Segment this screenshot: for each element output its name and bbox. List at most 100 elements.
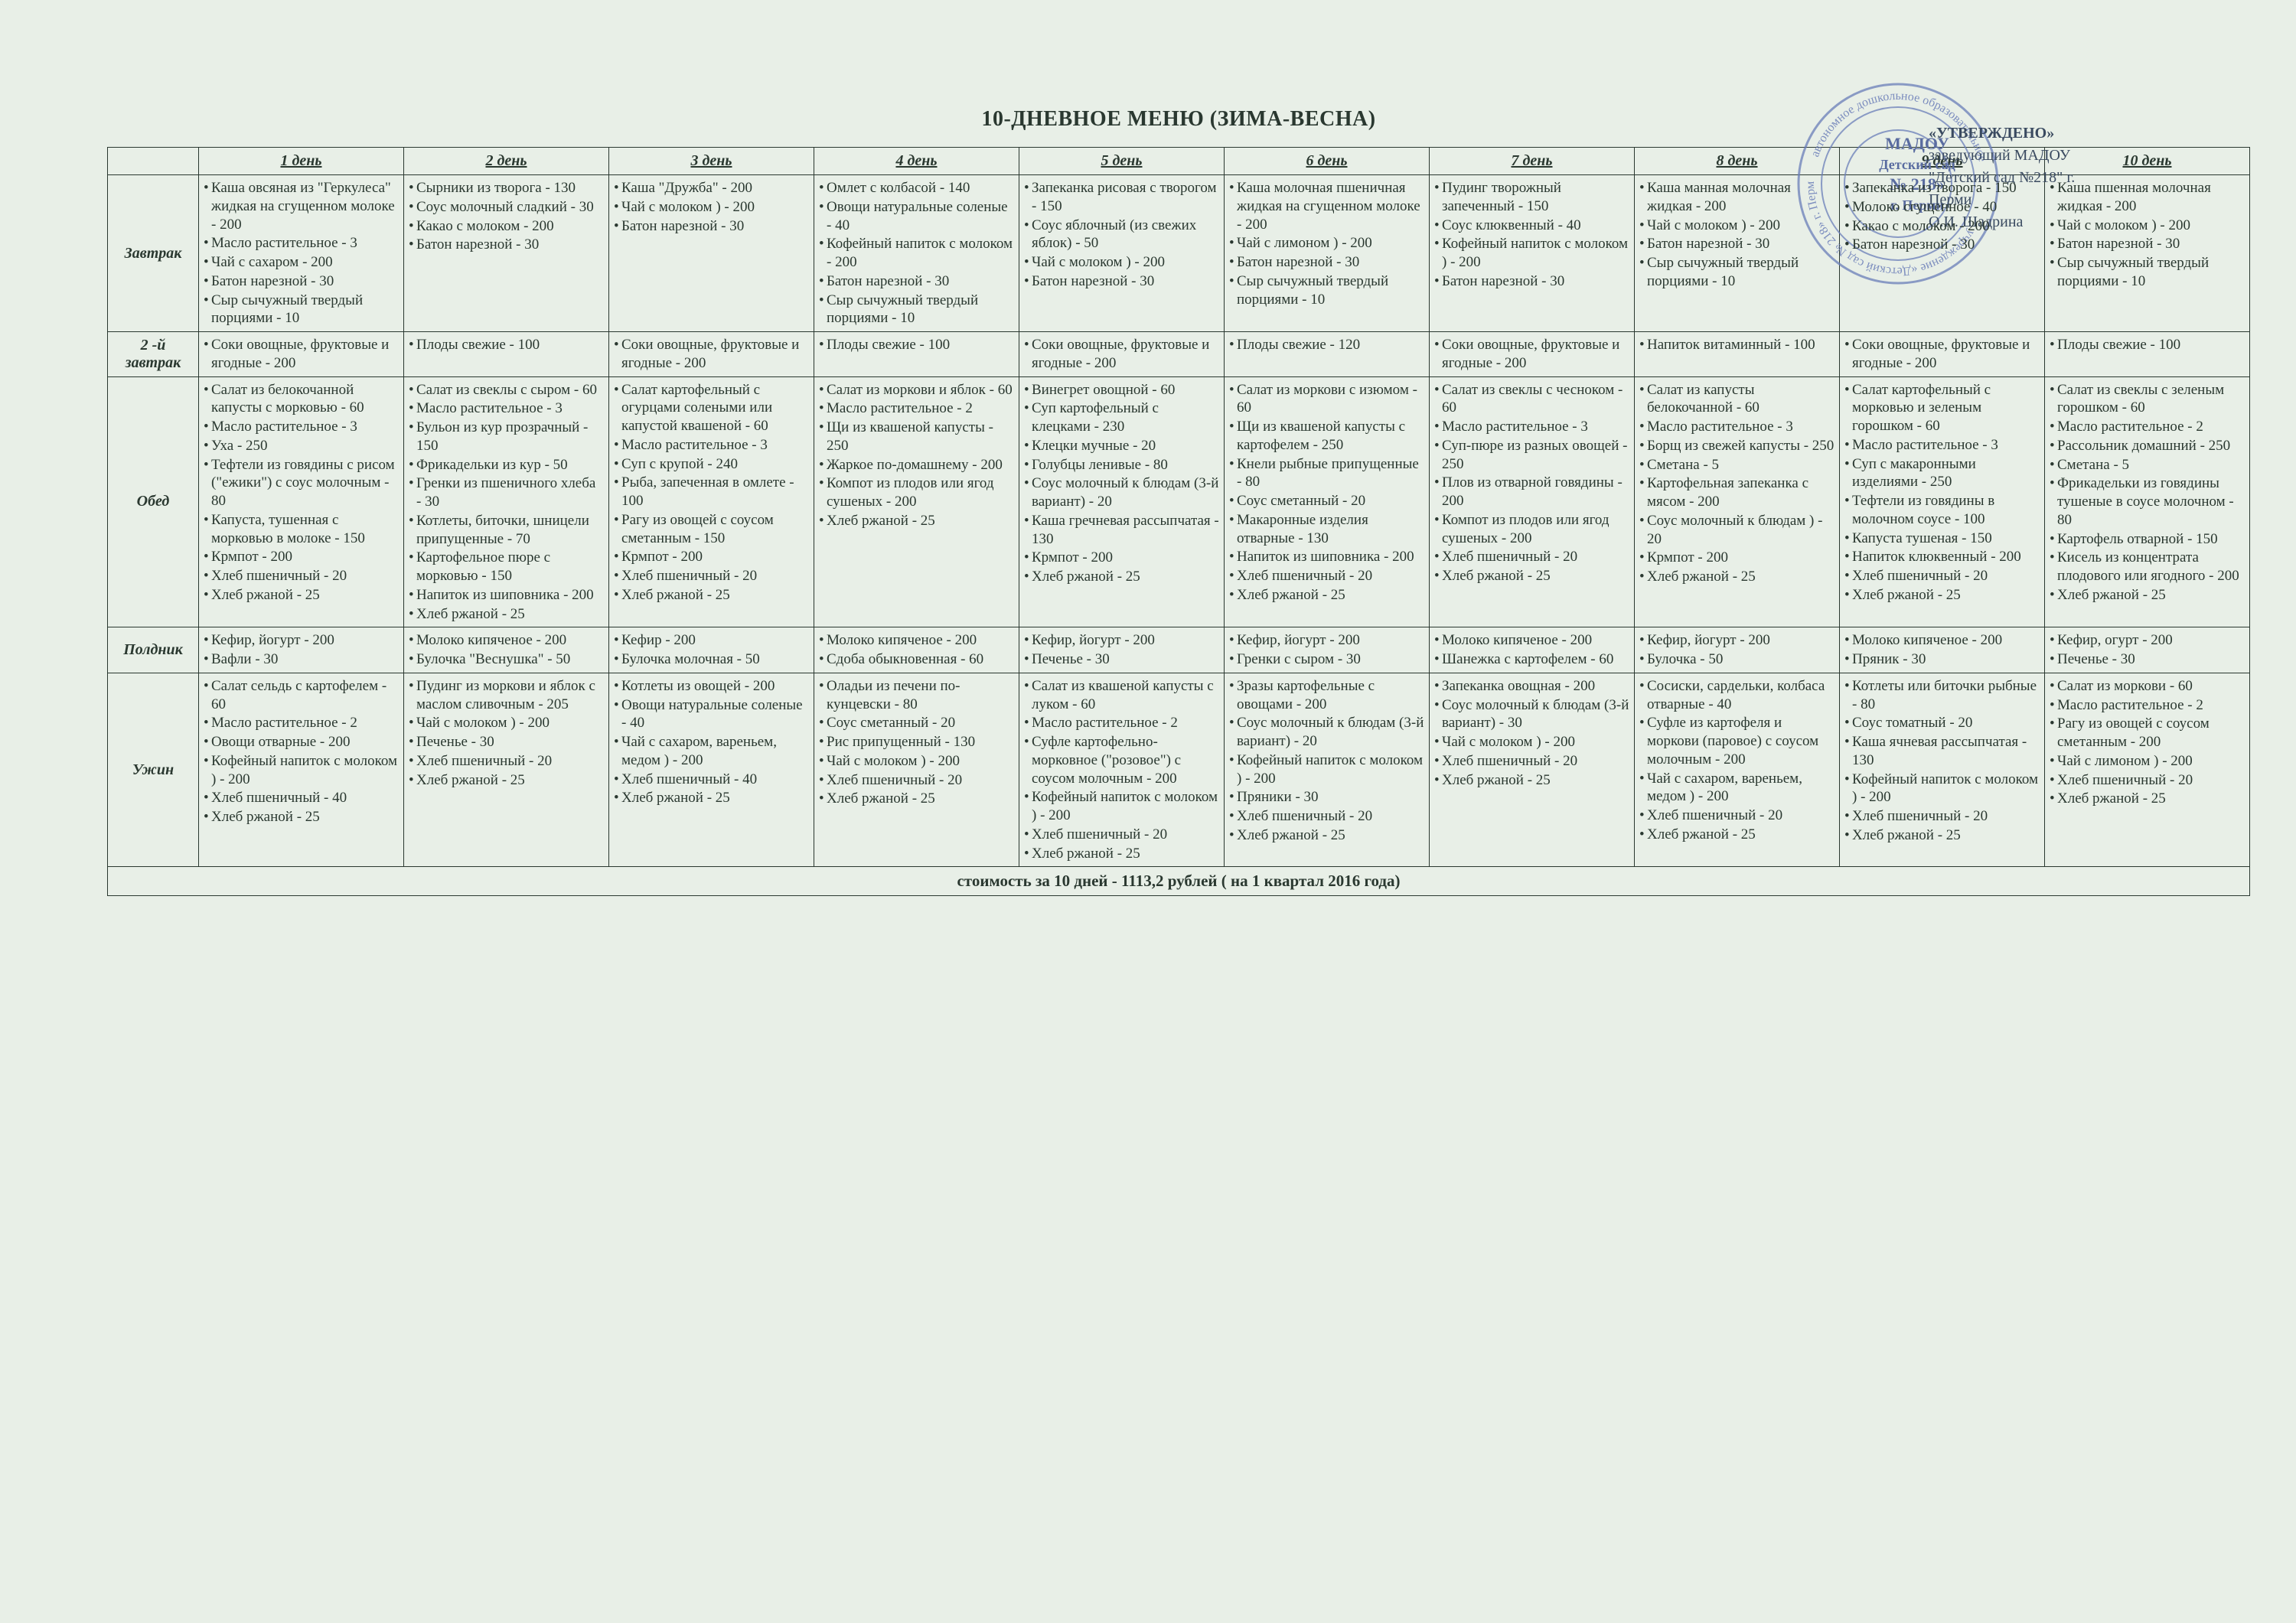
- list-item: Хлеб ржаной - 25: [1639, 568, 1835, 586]
- list-item: Сыр сычужный твердый порциями - 10: [1639, 254, 1835, 291]
- items-list: Плоды свежие - 120: [1229, 336, 1424, 354]
- list-item: Батон нарезной - 30: [1639, 235, 1835, 253]
- items-list: Салат из квашеной капусты с луком - 60Ма…: [1024, 677, 1219, 863]
- menu-cell: Соки овощные, фруктовые и ягодные - 200: [609, 332, 814, 377]
- menu-cell: Плоды свежие - 100: [2045, 332, 2250, 377]
- day-header: 6 день: [1225, 148, 1430, 175]
- list-item: Овощи натуральные соленые - 40: [614, 696, 809, 733]
- list-item: Хлеб пшеничный - 20: [1434, 752, 1629, 771]
- list-item: Соки овощные, фруктовые и ягодные - 200: [204, 336, 399, 373]
- list-item: Крмпот - 200: [204, 548, 399, 566]
- menu-cell: Молоко кипяченое - 200Булочка "Веснушка"…: [404, 627, 609, 673]
- list-item: Кефир, йогурт - 200: [1639, 631, 1835, 650]
- list-item: Соки овощные, фруктовые и ягодные - 200: [614, 336, 809, 373]
- menu-cell: Салат из свеклы с зеленым горошком - 60М…: [2045, 376, 2250, 627]
- items-list: Кефир, огурт - 200Печенье - 30: [2050, 631, 2245, 669]
- menu-cell: Запеканка овощная - 200Соус молочный к б…: [1430, 673, 1635, 867]
- menu-cell: Плоды свежие - 100: [814, 332, 1019, 377]
- list-item: Сыр сычужный твердый порциями - 10: [204, 292, 399, 328]
- list-item: Клецки мучные - 20: [1024, 437, 1219, 455]
- list-item: Кнели рыбные припущенные - 80: [1229, 455, 1424, 492]
- footer-cost: стоимость за 10 дней - 1113,2 рублей ( н…: [107, 867, 2250, 896]
- list-item: Хлеб пшеничный - 20: [409, 752, 604, 771]
- list-item: Кофейный напиток с молоком ) - 200: [1434, 235, 1629, 272]
- list-item: Сосиски, сардельки, колбаса отварные - 4…: [1639, 677, 1835, 714]
- list-item: Хлеб пшеничный - 20: [1024, 826, 1219, 844]
- list-item: Кефир, йогурт - 200: [1229, 631, 1424, 650]
- list-item: Овощи натуральные соленые - 40: [819, 198, 1014, 235]
- table-row: ОбедСалат из белокочанной капусты с морк…: [108, 376, 2250, 627]
- list-item: Оладьи из печени по-кунцевски - 80: [819, 677, 1014, 714]
- items-list: Молоко кипяченое - 200Пряник - 30: [1844, 631, 2040, 669]
- list-item: Чай с молоком ) - 200: [819, 752, 1014, 771]
- list-item: Пряник - 30: [1844, 650, 2040, 669]
- items-list: Кефир - 200Булочка молочная - 50: [614, 631, 809, 669]
- list-item: Соки овощные, фруктовые и ягодные - 200: [1844, 336, 2040, 373]
- menu-cell: Кефир, огурт - 200Печенье - 30: [2045, 627, 2250, 673]
- items-list: Соки овощные, фруктовые и ягодные - 200: [1844, 336, 2040, 373]
- list-item: Шанежка с картофелем - 60: [1434, 650, 1629, 669]
- list-item: Суфле картофельно-морковное ("розовое") …: [1024, 733, 1219, 787]
- menu-cell: Молоко кипяченое - 200Шанежка с картофел…: [1430, 627, 1635, 673]
- items-list: Соки овощные, фруктовые и ягодные - 200: [204, 336, 399, 373]
- table-row: ПолдникКефир, йогурт - 200Вафли - 30Моло…: [108, 627, 2250, 673]
- items-list: Салат из свеклы с сыром - 60Масло растит…: [409, 381, 604, 624]
- list-item: Котлеты, биточки, шницели припущенные - …: [409, 512, 604, 549]
- items-list: Пудинг из моркови и яблок с маслом сливо…: [409, 677, 604, 790]
- list-item: Компот из плодов или ягод сушеных - 200: [1434, 511, 1629, 548]
- items-list: Сосиски, сардельки, колбаса отварные - 4…: [1639, 677, 1835, 844]
- items-list: Кефир, йогурт - 200Вафли - 30: [204, 631, 399, 669]
- list-item: Рыба, запеченная в омлете - 100: [614, 474, 809, 510]
- list-item: Напиток из шиповника - 200: [409, 586, 604, 605]
- list-item: Пудинг из моркови и яблок с маслом сливо…: [409, 677, 604, 714]
- list-item: Капуста, тушенная с морковью в молоке - …: [204, 511, 399, 548]
- menu-cell: Плоды свежие - 100: [404, 332, 609, 377]
- list-item: Запеканка рисовая с творогом - 150: [1024, 179, 1219, 216]
- items-list: Каша овсяная из "Геркулеса" жидкая на сг…: [204, 179, 399, 328]
- items-list: Каша молочная пшеничная жидкая на сгущен…: [1229, 179, 1424, 308]
- list-item: Салат из моркови - 60: [2050, 677, 2245, 696]
- list-item: Хлеб ржаной - 25: [1844, 586, 2040, 605]
- list-item: Хлеб ржаной - 25: [409, 605, 604, 624]
- list-item: Батон нарезной - 30: [1229, 253, 1424, 272]
- items-list: Салат из капусты белокочанной - 60Масло …: [1639, 381, 1835, 586]
- list-item: Соус томатный - 20: [1844, 714, 2040, 732]
- list-item: Кофейный напиток с молоком - 200: [819, 235, 1014, 272]
- list-item: Жаркое по-домашнему - 200: [819, 456, 1014, 474]
- menu-cell: Салат из моркови с изюмом - 60Щи из кваш…: [1225, 376, 1430, 627]
- menu-cell: Салат из моркови и яблок - 60Масло расти…: [814, 376, 1019, 627]
- list-item: Хлеб пшеничный - 20: [1434, 548, 1629, 566]
- items-list: Салат сельдь с картофелем - 60Масло раст…: [204, 677, 399, 826]
- menu-cell: Кефир, йогурт - 200Гренки с сыром - 30: [1225, 627, 1430, 673]
- list-item: Картофель отварной - 150: [2050, 530, 2245, 549]
- list-item: Соки овощные, фруктовые и ягодные - 200: [1434, 336, 1629, 373]
- day-header: 7 день: [1430, 148, 1635, 175]
- list-item: Масло растительное - 2: [819, 399, 1014, 418]
- items-list: Запеканка из творога - 150Молоко сгущенн…: [1844, 179, 2040, 254]
- list-item: Крмпот - 200: [1639, 549, 1835, 567]
- list-item: Кефир, огурт - 200: [2050, 631, 2245, 650]
- list-item: Сметана - 5: [2050, 456, 2245, 474]
- list-item: Соус молочный сладкий - 30: [409, 198, 604, 217]
- items-list: Салат из моркови с изюмом - 60Щи из кваш…: [1229, 381, 1424, 605]
- items-list: Салат из белокочанной капусты с морковью…: [204, 381, 399, 605]
- list-item: Салат картофельный с морковью и зеленым …: [1844, 381, 2040, 435]
- list-item: Чай с молоком ) - 200: [1024, 253, 1219, 272]
- list-item: Кисель из концентрата плодового или ягод…: [2050, 549, 2245, 585]
- list-item: Кофейный напиток с молоком ) - 200: [1844, 771, 2040, 807]
- items-list: Каша пшенная молочная жидкая - 200Чай с …: [2050, 179, 2245, 291]
- list-item: Пудинг творожный запеченный - 150: [1434, 179, 1629, 216]
- list-item: Крмпот - 200: [1024, 549, 1219, 567]
- menu-cell: Пудинг из моркови и яблок с маслом сливо…: [404, 673, 609, 867]
- list-item: Салат из капусты белокочанной - 60: [1639, 381, 1835, 418]
- document-page: автономное дошкольное образовательное уч…: [0, 0, 2296, 1623]
- list-item: Каша манная молочная жидкая - 200: [1639, 179, 1835, 216]
- list-item: Соус яблочный (из свежих яблок) - 50: [1024, 217, 1219, 253]
- menu-cell: Кефир, йогурт - 200Булочка - 50: [1635, 627, 1840, 673]
- list-item: Сыр сычужный твердый порциями - 10: [1229, 272, 1424, 309]
- items-list: Соки овощные, фруктовые и ягодные - 200: [1434, 336, 1629, 373]
- list-item: Запеканка из творога - 150: [1844, 179, 2040, 197]
- items-list: Плоды свежие - 100: [819, 336, 1014, 354]
- items-list: Салат картофельный с морковью и зеленым …: [1844, 381, 2040, 605]
- list-item: Каша овсяная из "Геркулеса" жидкая на сг…: [204, 179, 399, 233]
